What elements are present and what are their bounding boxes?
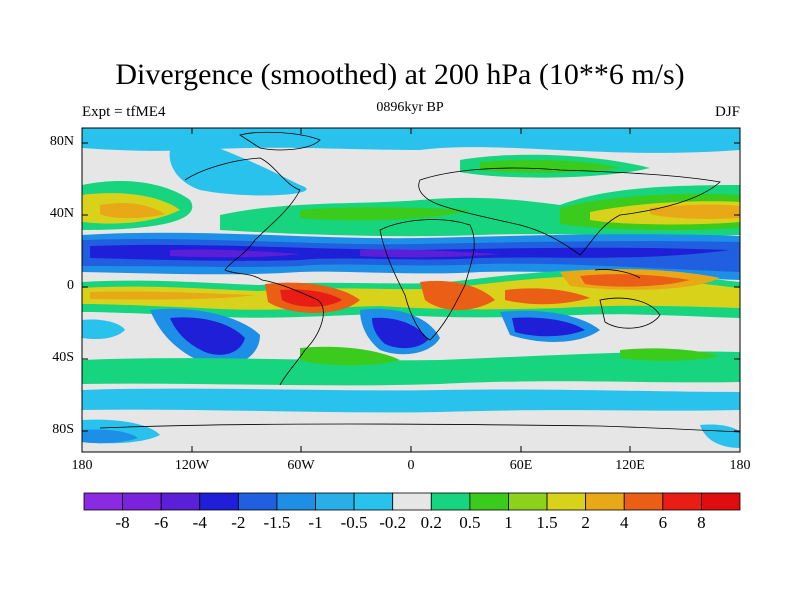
colorbar-label: 6 (658, 513, 668, 532)
contour-field (82, 128, 740, 452)
colorbar-swatch (701, 492, 741, 511)
colorbar-label: 0.5 (459, 513, 481, 532)
colorbar-label: -1.5 (263, 513, 291, 532)
colorbar-label: -8 (115, 513, 130, 532)
colorbar-label: 0.2 (420, 513, 442, 532)
x-label-180w: 180 (71, 458, 93, 473)
y-label-40s: 40S (52, 350, 74, 365)
x-label-120e: 120E (615, 458, 645, 473)
colorbar-swatch (430, 492, 471, 511)
colorbar-label: 1.5 (536, 513, 558, 532)
x-label-60e: 60E (509, 458, 533, 473)
colorbar-swatch (469, 492, 509, 511)
colorbar-label: 1 (504, 513, 513, 532)
colorbar-label: -4 (192, 513, 207, 532)
y-label-80s: 80S (52, 422, 74, 437)
colorbar-swatch (160, 492, 201, 511)
colorbar-label: -6 (154, 513, 169, 532)
x-label-180e: 180 (729, 458, 751, 473)
colorbar-swatch (237, 492, 278, 511)
colorbar-swatch (392, 492, 432, 511)
axis-ticks (81, 128, 741, 452)
experiment-label: Expt = tfME4 (82, 104, 166, 120)
x-label-120w: 120W (174, 458, 210, 473)
x-label-0: 0 (407, 458, 415, 473)
colorbar-label: 4 (619, 513, 629, 532)
colorbar-swatch (83, 492, 123, 511)
colorbar-swatch (353, 492, 394, 511)
colorbar-label: -2 (231, 513, 246, 532)
colorbar-swatch (276, 492, 316, 511)
season-label: DJF (714, 104, 740, 120)
y-label-0: 0 (67, 278, 74, 293)
colorbar-swatch (508, 492, 548, 511)
colorbar-label: 2 (581, 513, 590, 532)
colorbar-label: -0.2 (379, 513, 407, 532)
colorbar-label: -0.5 (340, 513, 368, 532)
colorbar (83, 492, 741, 511)
colorbar-swatch (122, 492, 162, 511)
time-label: 0896kyr BP (376, 100, 444, 115)
colorbar-swatch (662, 492, 702, 511)
y-label-40n: 40N (49, 206, 74, 221)
coastlines (99, 131, 740, 433)
colorbar-swatch (623, 492, 664, 511)
chart-title: Divergence (smoothed) at 200 hPa (10**6 … (115, 58, 685, 91)
colorbar-swatch (315, 492, 355, 511)
colorbar-label: -1 (308, 513, 323, 532)
x-label-60w: 60W (287, 458, 315, 473)
colorbar-swatch (546, 492, 587, 511)
colorbar-swatch (585, 492, 625, 511)
colorbar-swatch (199, 492, 239, 511)
y-label-80n: 80N (49, 134, 74, 149)
colorbar-label: 8 (697, 513, 706, 532)
